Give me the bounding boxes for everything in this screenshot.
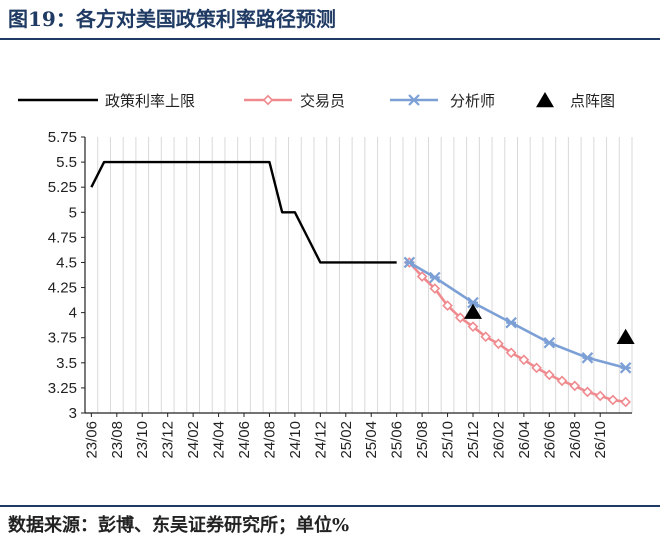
axes: 5.75 5.5 5.25 5 4.75 4.5 4.25 4 3.75 3.5 3.25 3 23/0… (48, 129, 632, 459)
triangle-marker (463, 303, 482, 319)
diamond-marker (543, 369, 555, 381)
chart-legend: 政策利率上限 交易员 分析师 点阵图 (18, 92, 615, 110)
star-marker (403, 256, 416, 269)
figure-title: 图19：各方对美国政策利率路径预测 (8, 7, 336, 31)
y-tick-label: 3 (69, 405, 77, 422)
y-tick-label: 5.5 (56, 154, 77, 171)
x-tick-label: 26/10 (592, 421, 609, 459)
diamond-marker (620, 396, 631, 408)
diamond-marker (467, 321, 479, 333)
x-tick-label: 24/12 (312, 421, 329, 459)
x-tick-label: 23/10 (134, 421, 151, 459)
diamond-marker (429, 283, 441, 294)
y-tick-label: 3.75 (48, 330, 77, 347)
star-marker (505, 316, 517, 329)
y-tick-label: 3.5 (56, 355, 77, 372)
x-tick-label: 26/04 (516, 421, 533, 459)
x-tick-label: 26/06 (541, 421, 558, 459)
x-tick-label: 23/06 (83, 421, 100, 459)
diamond-marker (416, 271, 428, 282)
x-tick-label: 24/04 (211, 421, 228, 459)
star-marker (581, 352, 594, 364)
diamond-marker (607, 394, 619, 406)
legend-label: 分析师 (450, 92, 495, 110)
x-tick-label: 23/08 (109, 421, 126, 459)
series-layer (90, 160, 635, 408)
y-tick-label: 5 (69, 204, 77, 221)
source-divider (0, 505, 660, 507)
star-marker (619, 362, 632, 374)
y-tick-label: 4.5 (56, 254, 77, 271)
x-tick-label: 24/08 (261, 421, 278, 459)
x-tick-label: 25/06 (389, 421, 406, 459)
y-tick-label: 4.75 (48, 229, 77, 246)
diamond-marker (442, 300, 453, 311)
x-tick-label: 25/02 (338, 421, 355, 459)
y-tick-label: 4.25 (48, 280, 77, 297)
x-tick-label: 26/08 (567, 421, 584, 459)
legend-label: 政策利率上限 (105, 92, 195, 110)
triangle-marker (616, 328, 635, 345)
diamond-marker (480, 331, 492, 343)
y-tick-label: 5.75 (48, 129, 77, 146)
star-marker (408, 94, 420, 106)
diamond-marker (556, 375, 568, 387)
title-divider (0, 38, 660, 40)
x-tick-label: 24/02 (185, 421, 202, 459)
x-tick-label: 23/12 (160, 421, 177, 459)
x-tick-label: 25/08 (414, 421, 431, 459)
diamond-marker (594, 390, 606, 402)
diamond-marker (518, 354, 530, 366)
legend-label: 点阵图 (570, 92, 615, 110)
x-tick-label: 25/12 (465, 421, 482, 459)
y-tick-label: 5.25 (48, 179, 77, 196)
x-tick-label: 24/10 (287, 421, 304, 459)
diamond-marker (262, 94, 274, 106)
gridlines (84, 137, 633, 413)
diamond-marker (582, 386, 593, 398)
star-marker (467, 296, 479, 309)
figure-source: 数据来源：彭博、东吴证券研究所；单位% (8, 515, 350, 536)
x-tick-label: 25/10 (440, 421, 457, 459)
star-marker (429, 271, 441, 284)
diamond-marker (505, 347, 517, 359)
series-line-政策利率上限 (90, 160, 397, 264)
x-tick-label: 25/04 (363, 421, 380, 459)
diamond-marker (531, 362, 542, 374)
legend-label: 交易员 (300, 92, 345, 110)
diamond-marker (454, 312, 466, 323)
y-tick-label: 3.25 (48, 380, 77, 397)
star-marker (543, 336, 556, 349)
x-tick-label: 24/06 (236, 421, 253, 459)
triangle-marker (536, 92, 554, 108)
y-tick-label: 4 (69, 305, 77, 322)
x-tick-label: 26/02 (490, 421, 507, 459)
line-chart: 政策利率上限 交易员 分析师 点阵图 5.75 5.5 5.25 5 4.75 4.5 4.25 4… (18, 92, 635, 459)
diamond-marker (493, 338, 504, 350)
diamond-marker (569, 380, 581, 392)
